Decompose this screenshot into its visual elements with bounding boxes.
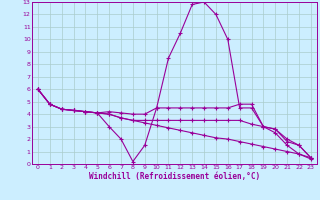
- X-axis label: Windchill (Refroidissement éolien,°C): Windchill (Refroidissement éolien,°C): [89, 172, 260, 181]
